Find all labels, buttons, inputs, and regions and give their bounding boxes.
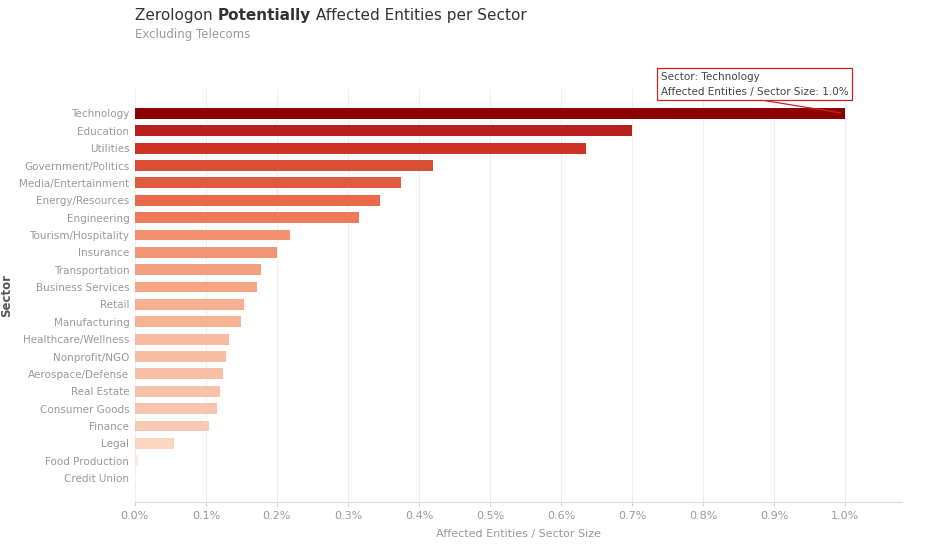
Bar (135, 455, 138, 466)
Bar (135, 126, 632, 136)
Text: Zerologon: Zerologon (135, 8, 218, 23)
Y-axis label: Sector: Sector (1, 274, 14, 318)
Bar (135, 334, 230, 344)
Bar (135, 229, 290, 240)
Bar (135, 195, 380, 206)
Text: Sector: Technology
Affected Entities / Sector Size: 1.0%: Sector: Technology Affected Entities / S… (660, 72, 848, 97)
Bar (135, 473, 137, 483)
Bar (135, 264, 261, 275)
Bar (135, 316, 242, 327)
Text: Potentially: Potentially (218, 8, 311, 23)
Bar (135, 299, 244, 310)
Text: Affected Entities per Sector: Affected Entities per Sector (311, 8, 526, 23)
Text: Excluding Telecoms: Excluding Telecoms (135, 28, 250, 41)
Bar (135, 421, 209, 431)
Bar (135, 438, 174, 449)
Bar (135, 386, 220, 397)
Bar (135, 403, 217, 414)
Bar (135, 247, 277, 258)
Bar (135, 351, 226, 362)
Bar (135, 212, 359, 223)
Bar (135, 108, 845, 119)
Bar (135, 368, 223, 379)
Bar (135, 143, 586, 153)
X-axis label: Affected Entities / Sector Size: Affected Entities / Sector Size (436, 529, 601, 539)
Bar (135, 160, 433, 171)
Bar (135, 282, 257, 292)
Bar (135, 177, 401, 188)
